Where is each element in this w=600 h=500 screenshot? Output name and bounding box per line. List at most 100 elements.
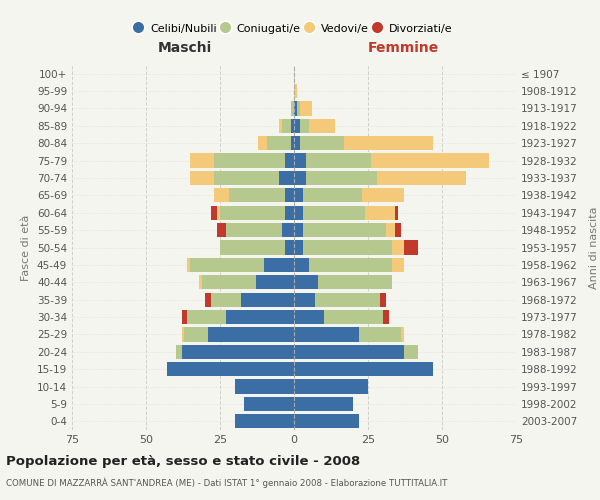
Bar	[404, 344, 418, 359]
Text: Popolazione per età, sesso e stato civile - 2008: Popolazione per età, sesso e stato civil…	[6, 455, 360, 468]
Bar	[226, 310, 294, 324]
Bar	[294, 240, 303, 254]
Bar	[392, 258, 404, 272]
Bar	[190, 258, 265, 272]
Bar	[182, 328, 184, 342]
Bar	[235, 380, 294, 394]
Bar	[344, 136, 433, 150]
Bar	[380, 292, 386, 307]
Bar	[265, 258, 294, 272]
Bar	[256, 275, 294, 289]
Bar	[294, 275, 317, 289]
Bar	[401, 328, 404, 342]
Bar	[187, 310, 226, 324]
Bar	[184, 328, 208, 342]
Bar	[294, 102, 297, 116]
Bar	[294, 344, 404, 359]
Bar	[211, 206, 217, 220]
Bar	[315, 292, 380, 307]
Bar	[303, 240, 392, 254]
Bar	[279, 171, 294, 185]
Bar	[300, 118, 309, 133]
Bar	[365, 206, 395, 220]
Bar	[217, 206, 220, 220]
Bar	[300, 136, 344, 150]
Bar	[383, 310, 389, 324]
Bar	[259, 136, 268, 150]
Bar	[303, 188, 362, 202]
Bar	[190, 171, 214, 185]
Bar	[306, 171, 377, 185]
Bar	[309, 118, 335, 133]
Bar	[359, 328, 401, 342]
Text: COMUNE DI MAZZARRÀ SANT'ANDREA (ME) - Dati ISTAT 1° gennaio 2008 - Elaborazione : COMUNE DI MAZZARRÀ SANT'ANDREA (ME) - Da…	[6, 478, 448, 488]
Bar	[279, 118, 282, 133]
Bar	[208, 328, 294, 342]
Y-axis label: Fasce di età: Fasce di età	[22, 214, 31, 280]
Bar	[285, 206, 294, 220]
Bar	[217, 223, 226, 237]
Bar	[294, 292, 315, 307]
Bar	[392, 240, 404, 254]
Bar	[220, 240, 285, 254]
Y-axis label: Anni di nascita: Anni di nascita	[589, 206, 599, 289]
Bar	[386, 223, 395, 237]
Bar	[404, 240, 418, 254]
Bar	[226, 223, 282, 237]
Bar	[229, 188, 285, 202]
Bar	[190, 154, 214, 168]
Bar	[291, 118, 294, 133]
Bar	[294, 84, 297, 98]
Bar	[235, 414, 294, 428]
Bar	[300, 102, 312, 116]
Bar	[371, 154, 490, 168]
Bar	[282, 223, 294, 237]
Bar	[214, 154, 285, 168]
Bar	[294, 223, 303, 237]
Bar	[214, 188, 229, 202]
Bar	[291, 102, 294, 116]
Bar	[182, 344, 294, 359]
Bar	[323, 310, 383, 324]
Bar	[309, 258, 392, 272]
Bar	[294, 362, 433, 376]
Bar	[214, 171, 279, 185]
Bar	[294, 171, 306, 185]
Bar	[294, 206, 303, 220]
Bar	[294, 258, 309, 272]
Bar	[303, 206, 365, 220]
Bar	[285, 188, 294, 202]
Bar	[362, 188, 404, 202]
Bar	[241, 292, 294, 307]
Bar	[294, 328, 359, 342]
Bar	[294, 188, 303, 202]
Bar	[303, 223, 386, 237]
Bar	[220, 206, 285, 220]
Bar	[294, 118, 300, 133]
Bar	[294, 380, 368, 394]
Bar	[282, 118, 291, 133]
Bar	[202, 275, 256, 289]
Bar	[294, 397, 353, 411]
Bar	[294, 414, 359, 428]
Bar	[377, 171, 466, 185]
Bar	[244, 397, 294, 411]
Bar	[187, 258, 190, 272]
Bar	[294, 136, 300, 150]
Legend: Celibi/Nubili, Coniugati/e, Vedovi/e, Divorziati/e: Celibi/Nubili, Coniugati/e, Vedovi/e, Di…	[133, 20, 455, 37]
Bar	[395, 206, 398, 220]
Bar	[291, 136, 294, 150]
Bar	[167, 362, 294, 376]
Bar	[297, 102, 300, 116]
Bar	[285, 240, 294, 254]
Bar	[205, 292, 211, 307]
Text: Femmine: Femmine	[368, 40, 439, 54]
Bar	[294, 310, 323, 324]
Bar	[182, 310, 187, 324]
Bar	[176, 344, 182, 359]
Text: Maschi: Maschi	[157, 40, 212, 54]
Bar	[285, 154, 294, 168]
Bar	[294, 154, 306, 168]
Bar	[199, 275, 202, 289]
Bar	[395, 223, 401, 237]
